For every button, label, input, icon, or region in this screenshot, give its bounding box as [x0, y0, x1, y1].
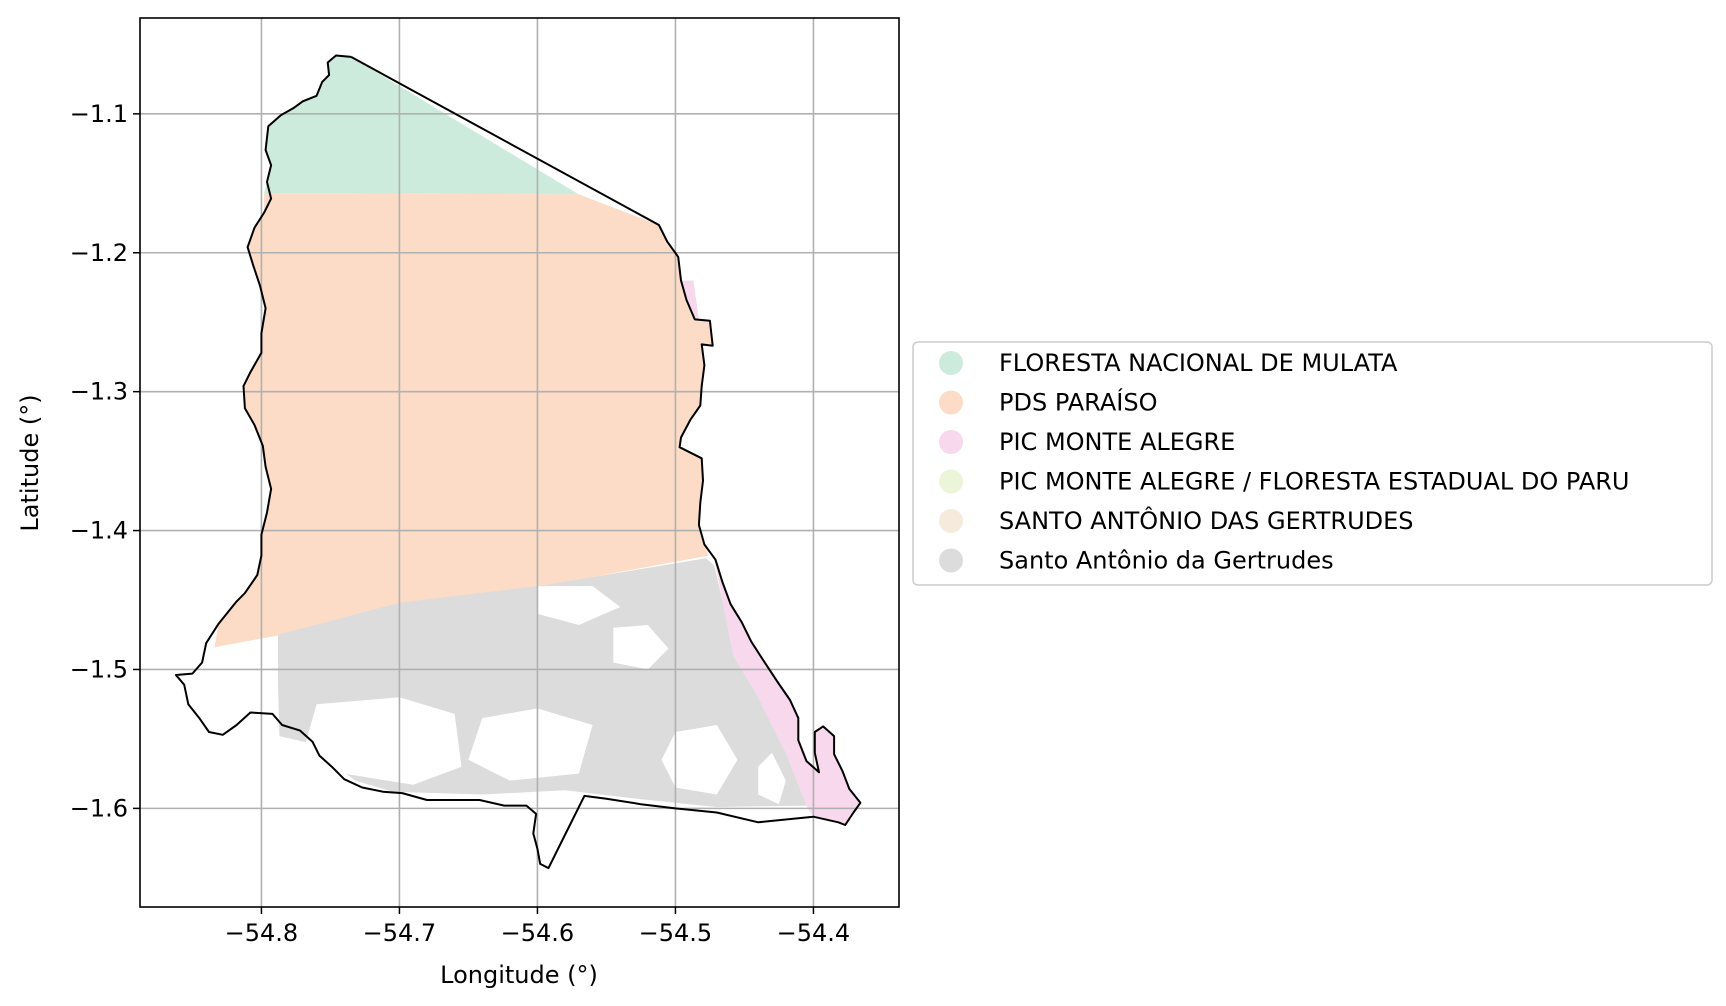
legend-swatch-santo-antonio-das-gertrudes: [939, 509, 963, 533]
region-pds-paraiso-1: [214, 193, 713, 648]
legend-label-pds-paraiso: PDS PARAÍSO: [999, 388, 1158, 417]
boundary-layer: [174, 54, 862, 870]
region-pic-monte-alegre-2: [681, 280, 713, 325]
legend-label-floresta-nacional-de-mulata: FLORESTA NACIONAL DE MULATA: [999, 349, 1398, 377]
y-axis-label: Latitude (°): [16, 394, 44, 531]
region-gap-2: [613, 625, 669, 670]
legend-swatch-floresta-nacional-de-mulata: [939, 351, 963, 375]
legend-swatch-pic-monte-alegre: [939, 430, 963, 454]
ticks-layer: −54.8 −54.7 −54.6 −54.5 −54.4 −1.1 −1.2 −1.3 −1.…: [70, 100, 850, 947]
legend-label-santo-antonio-da-gertrudes: Santo Antônio da Gertrudes: [999, 547, 1334, 575]
x-tick-label-2: −54.6: [501, 919, 575, 947]
gaps-layer: [302, 586, 786, 805]
y-tick-label-3: −1.4: [70, 517, 128, 545]
legend-label-pic-monte-alegre-floresta-estadual-do-paru: PIC MONTE ALEGRE / FLORESTA ESTADUAL DO …: [999, 468, 1629, 496]
plot-frame: [139, 17, 900, 908]
region-gap-5: [758, 752, 786, 805]
region-floresta-nacional-de-mulata-0: [264, 55, 579, 195]
legend-swatch-pds-paraiso: [939, 390, 963, 415]
legend-swatch-pic-monte-alegre-floresta-estadual-do-paru: [939, 469, 963, 494]
x-tick-label-4: −54.4: [777, 919, 851, 947]
legend-label-santo-antonio-das-gertrudes: SANTO ANTÔNIO DAS GERTRUDES: [999, 505, 1414, 535]
y-tick-label-2: −1.3: [70, 378, 128, 406]
region-gap-0: [302, 697, 462, 785]
grid-layer: [140, 18, 899, 907]
region-gap-4: [537, 586, 621, 625]
legend-frame: [912, 341, 1713, 586]
x-tick-label-0: −54.8: [225, 919, 299, 947]
y-tick-label-4: −1.5: [70, 655, 128, 683]
legend-label-pic-monte-alegre: PIC MONTE ALEGRE: [999, 428, 1235, 456]
y-tick-label-1: −1.2: [70, 239, 128, 267]
x-axis-label: Longitude (°): [440, 961, 598, 989]
x-tick-label-3: −54.5: [639, 919, 713, 947]
legend-swatch-santo-antonio-da-gertrudes: [939, 548, 963, 573]
legend-items: FLORESTA NACIONAL DE MULATA PDS PARAÍSO PI…: [939, 349, 1629, 575]
municipality-boundary: [174, 54, 862, 870]
legend: FLORESTA NACIONAL DE MULATA PDS PARAÍSO PI…: [912, 341, 1713, 586]
y-tick-label-5: −1.6: [70, 794, 128, 822]
region-gap-3: [661, 725, 738, 795]
region-gap-1: [468, 708, 593, 781]
x-tick-label-1: −54.7: [363, 919, 437, 947]
region-pic-monte-alegre-3: [704, 544, 861, 825]
y-tick-label-0: −1.1: [70, 100, 128, 128]
